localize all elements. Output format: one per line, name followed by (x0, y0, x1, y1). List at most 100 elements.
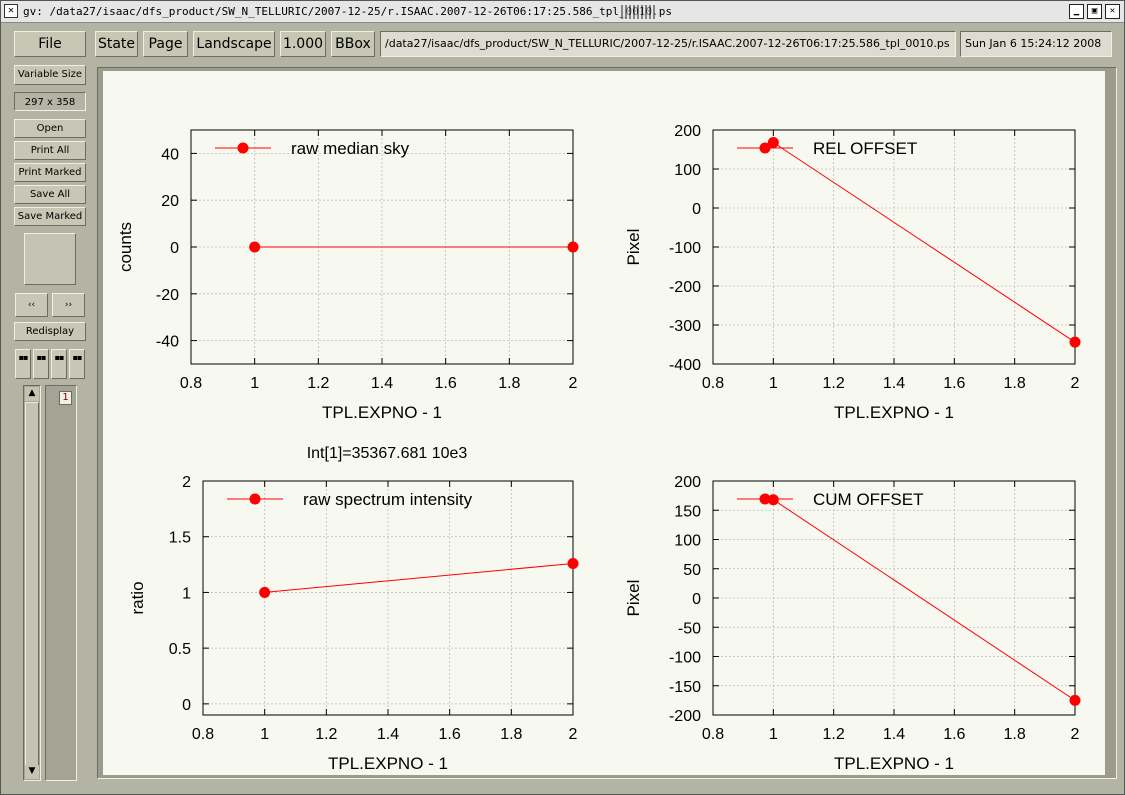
x-axis-label: TPL.EXPNO - 1 (328, 754, 448, 773)
plots-figure: Int[1]=35367.681 10e3 0.8 1 1.2 1.4 1.6 1.8 2 -… (116, 123, 1081, 773)
data-point (259, 586, 271, 598)
x-tick-label: 0.8 (702, 375, 724, 392)
previous-page-button[interactable]: ‹‹ (15, 293, 48, 317)
x-tick-label: 1.4 (883, 375, 905, 392)
x-tick-label: 1.2 (823, 375, 845, 392)
plot-4: 0.8 1 1.2 1.4 1.6 1.8 2 -200 -150 -100 -50 0 50 100 15… (624, 474, 1081, 773)
data-point (567, 241, 579, 253)
print-marked-button[interactable]: Print Marked (14, 163, 86, 182)
x-tick-label: 2 (1071, 726, 1080, 743)
y-axis-label: Pixel (624, 229, 643, 266)
x-tick-label: 1.8 (1004, 726, 1026, 743)
scroll-up-icon[interactable]: ▲ (25, 387, 39, 401)
y-tick-label: -100 (669, 240, 701, 257)
y-tick-label: -150 (669, 679, 701, 696)
y-tick-label: 0 (182, 697, 191, 714)
close-icon[interactable]: ✕ (1105, 4, 1120, 19)
title-bar[interactable]: ✕ gv: /data27/isaac/dfs_product/SW_N_TEL… (1, 1, 1124, 23)
x-tick-label: 0.8 (192, 726, 214, 743)
mark-even-icon[interactable]: ▪▪ (33, 349, 49, 379)
page-size-label: 297 x 358 (14, 92, 86, 111)
x-tick-label: 1.4 (371, 375, 393, 392)
maximize-icon[interactable]: ▣ (1087, 4, 1102, 19)
x-tick-label: 1.4 (883, 726, 905, 743)
y-tick-label: -400 (669, 357, 701, 374)
window-title: gv: /data27/isaac/dfs_product/SW_N_TELLU… (23, 5, 673, 18)
x-tick-label: 1 (260, 726, 269, 743)
y-tick-label: -50 (678, 620, 701, 637)
mark-all-icon[interactable]: ▪▪ (15, 349, 31, 379)
bbox-button[interactable]: BBox (331, 31, 375, 57)
x-tick-label: 1.2 (315, 726, 337, 743)
page-menu-button[interactable]: Page (143, 31, 188, 57)
legend-label: raw spectrum intensity (303, 490, 473, 509)
page-list-item[interactable]: 1 (59, 391, 72, 405)
y-tick-label: 0 (170, 240, 179, 257)
x-tick-label: 1 (769, 375, 778, 392)
x-tick-label: 1.8 (500, 726, 522, 743)
x-tick-label: 1.2 (823, 726, 845, 743)
print-all-button[interactable]: Print All (14, 141, 86, 160)
y-tick-label: -100 (669, 650, 701, 667)
series-line (773, 499, 1076, 701)
x-axis-label: TPL.EXPNO - 1 (834, 403, 954, 422)
x-tick-label: 2 (569, 375, 578, 392)
y-tick-label: -20 (156, 287, 179, 304)
save-marked-button[interactable]: Save Marked (14, 207, 86, 226)
legend-marker (759, 493, 771, 505)
file-path-field: /data27/isaac/dfs_product/SW_N_TELLURIC/… (380, 31, 956, 57)
unmark-all-icon[interactable]: ▪▪ (69, 349, 85, 379)
orientation-menu-button[interactable]: Landscape (193, 31, 275, 57)
x-axis-label: TPL.EXPNO - 1 (322, 403, 442, 422)
y-tick-label: 1 (182, 585, 191, 602)
y-tick-label: 50 (683, 562, 701, 579)
data-point (1069, 336, 1081, 348)
y-axis-label: counts (116, 222, 135, 272)
figure-note: Int[1]=35367.681 10e3 (307, 445, 468, 462)
scroll-down-icon[interactable]: ▼ (25, 765, 39, 779)
vertical-scrollbar[interactable]: ▲ ▼ (23, 385, 41, 781)
redisplay-button[interactable]: Redisplay (14, 322, 86, 341)
y-tick-label: -200 (669, 708, 701, 725)
data-point (767, 494, 779, 506)
save-all-button[interactable]: Save All (14, 185, 86, 204)
x-axis-label: TPL.EXPNO - 1 (834, 754, 954, 773)
state-menu-button[interactable]: State (95, 31, 138, 57)
y-tick-label: 0.5 (169, 641, 191, 658)
plot-1: 0.8 1 1.2 1.4 1.6 1.8 2 -40 -20 0 20 40 TPL.EXPNO - … (116, 129, 579, 422)
y-tick-label: 1.5 (169, 530, 191, 547)
y-tick-label: 200 (674, 474, 701, 491)
legend-label: CUM OFFSET (813, 490, 924, 509)
iconify-icon[interactable]: ▁ (1069, 4, 1084, 19)
window-menu-icon[interactable]: ✕ (4, 4, 18, 18)
series-line (773, 142, 1076, 343)
file-date-field: Sun Jan 6 15:24:12 2008 (960, 31, 1112, 57)
x-tick-label: 1.6 (943, 726, 965, 743)
page-list[interactable]: 1 (45, 385, 77, 781)
data-point (1069, 694, 1081, 706)
file-menu-button[interactable]: File (14, 31, 86, 57)
plot-2: 0.8 1 1.2 1.4 1.6 1.8 2 -400 -300 -200 -100 0 100 200… (624, 123, 1081, 422)
page-preview-panner[interactable] (24, 233, 76, 285)
open-button[interactable]: Open (14, 119, 86, 138)
x-tick-label: 1.8 (498, 375, 520, 392)
legend-label: raw median sky (291, 139, 410, 158)
y-tick-label: 150 (674, 503, 701, 520)
scale-menu-button[interactable]: 1.000 (280, 31, 326, 57)
y-tick-label: -200 (669, 279, 701, 296)
size-mode-button[interactable]: Variable Size (14, 65, 86, 85)
mark-odd-icon[interactable]: ▪▪ (51, 349, 67, 379)
y-tick-label: 40 (161, 146, 179, 163)
x-tick-label: 1.4 (377, 726, 399, 743)
legend-marker (237, 142, 249, 154)
scrollbar-thumb[interactable] (25, 402, 39, 766)
x-tick-label: 1.6 (943, 375, 965, 392)
y-tick-label: 2 (182, 474, 191, 491)
x-tick-label: 1 (250, 375, 259, 392)
legend-marker (249, 493, 261, 505)
y-tick-label: 0 (692, 591, 701, 608)
document-page[interactable]: Int[1]=35367.681 10e3 0.8 1 1.2 1.4 1.6 1.8 2 -… (103, 71, 1105, 775)
y-tick-label: 0 (692, 201, 701, 218)
next-page-button[interactable]: ›› (52, 293, 85, 317)
data-point (249, 241, 261, 253)
